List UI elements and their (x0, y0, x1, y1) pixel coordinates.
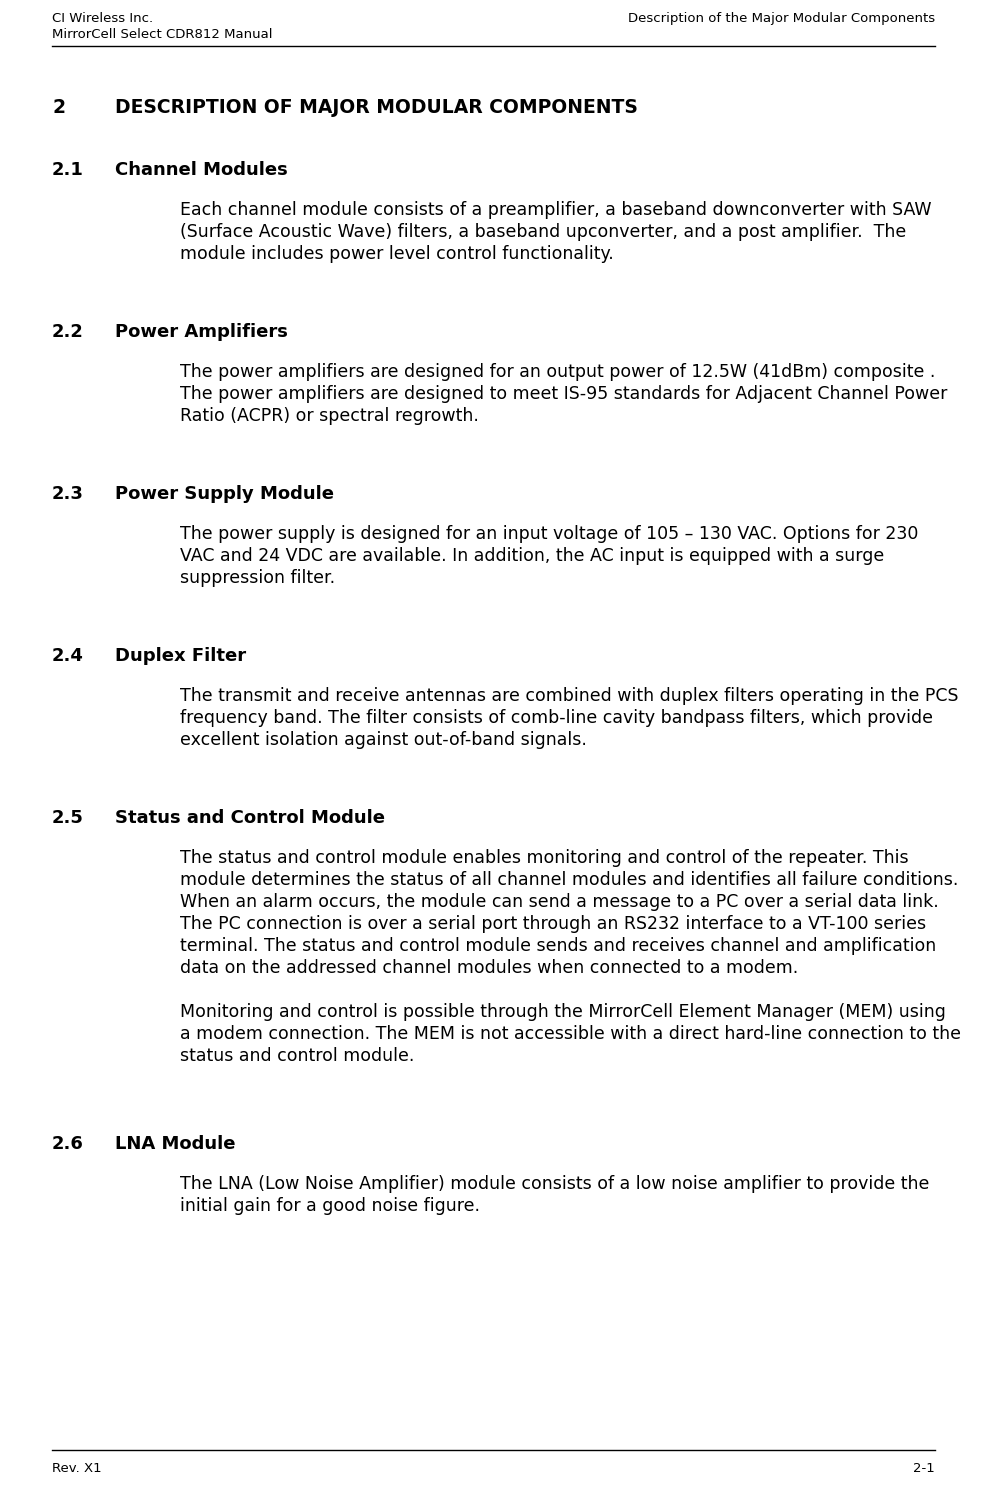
Text: 2.1: 2.1 (52, 161, 83, 179)
Text: The PC connection is over a serial port through an RS232 interface to a VT-100 s: The PC connection is over a serial port … (180, 915, 926, 933)
Text: Each channel module consists of a preamplifier, a baseband downconverter with SA: Each channel module consists of a preamp… (180, 202, 932, 219)
Text: The transmit and receive antennas are combined with duplex filters operating in : The transmit and receive antennas are co… (180, 687, 958, 705)
Text: Power Amplifiers: Power Amplifiers (115, 322, 287, 340)
Text: excellent isolation against out-of-band signals.: excellent isolation against out-of-band … (180, 732, 587, 749)
Text: 2: 2 (52, 99, 65, 116)
Text: module determines the status of all channel modules and identifies all failure c: module determines the status of all chan… (180, 870, 958, 888)
Text: terminal. The status and control module sends and receives channel and amplifica: terminal. The status and control module … (180, 938, 936, 956)
Text: module includes power level control functionality.: module includes power level control func… (180, 245, 614, 263)
Text: status and control module.: status and control module. (180, 1047, 414, 1065)
Text: CI Wireless Inc.: CI Wireless Inc. (52, 12, 153, 25)
Text: a modem connection. The MEM is not accessible with a direct hard-line connection: a modem connection. The MEM is not acces… (180, 1026, 961, 1044)
Text: frequency band. The filter consists of comb-line cavity bandpass filters, which : frequency band. The filter consists of c… (180, 709, 933, 727)
Text: (Surface Acoustic Wave) filters, a baseband upconverter, and a post amplifier.  : (Surface Acoustic Wave) filters, a baseb… (180, 222, 906, 240)
Text: 2.3: 2.3 (52, 485, 83, 503)
Text: MirrorCell Select CDR812 Manual: MirrorCell Select CDR812 Manual (52, 28, 273, 40)
Text: 2.2: 2.2 (52, 322, 83, 340)
Text: Status and Control Module: Status and Control Module (115, 809, 385, 827)
Text: 2.4: 2.4 (52, 646, 83, 664)
Text: The power amplifiers are designed to meet IS-95 standards for Adjacent Channel P: The power amplifiers are designed to mee… (180, 385, 948, 403)
Text: LNA Module: LNA Module (115, 1135, 235, 1153)
Text: Duplex Filter: Duplex Filter (115, 646, 246, 664)
Text: data on the addressed channel modules when connected to a modem.: data on the addressed channel modules wh… (180, 959, 799, 976)
Text: The power supply is designed for an input voltage of 105 – 130 VAC. Options for : The power supply is designed for an inpu… (180, 526, 918, 543)
Text: The status and control module enables monitoring and control of the repeater. Th: The status and control module enables mo… (180, 850, 908, 867)
Text: Rev. X1: Rev. X1 (52, 1462, 102, 1475)
Text: suppression filter.: suppression filter. (180, 569, 336, 587)
Text: VAC and 24 VDC are available. In addition, the AC input is equipped with a surge: VAC and 24 VDC are available. In additio… (180, 546, 884, 564)
Text: When an alarm occurs, the module can send a message to a PC over a serial data l: When an alarm occurs, the module can sen… (180, 893, 939, 911)
Text: 2.5: 2.5 (52, 809, 83, 827)
Text: Ratio (ACPR) or spectral regrowth.: Ratio (ACPR) or spectral regrowth. (180, 408, 479, 426)
Text: Description of the Major Modular Components: Description of the Major Modular Compone… (628, 12, 935, 25)
Text: Channel Modules: Channel Modules (115, 161, 287, 179)
Text: initial gain for a good noise figure.: initial gain for a good noise figure. (180, 1197, 480, 1215)
Text: Monitoring and control is possible through the MirrorCell Element Manager (MEM) : Monitoring and control is possible throu… (180, 1003, 946, 1021)
Text: DESCRIPTION OF MAJOR MODULAR COMPONENTS: DESCRIPTION OF MAJOR MODULAR COMPONENTS (115, 99, 638, 116)
Text: The LNA (Low Noise Amplifier) module consists of a low noise amplifier to provid: The LNA (Low Noise Amplifier) module con… (180, 1175, 929, 1193)
Text: Power Supply Module: Power Supply Module (115, 485, 334, 503)
Text: 2.6: 2.6 (52, 1135, 83, 1153)
Text: 2-1: 2-1 (913, 1462, 935, 1475)
Text: The power amplifiers are designed for an output power of 12.5W (41dBm) composite: The power amplifiers are designed for an… (180, 363, 935, 381)
